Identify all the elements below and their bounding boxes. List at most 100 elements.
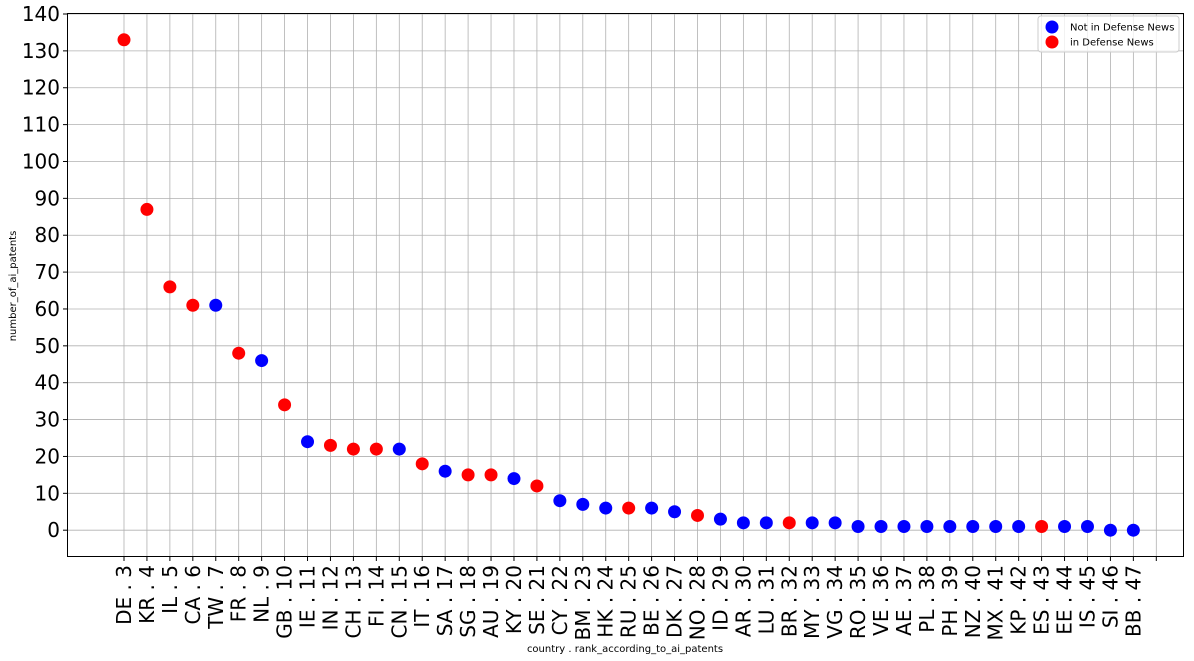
x-tick-label: PH . 39 — [938, 565, 962, 637]
x-tick-label: IS . 45 — [1075, 565, 1099, 628]
x-tick-label: CN . 15 — [387, 565, 411, 638]
x-tick-label: NO . 28 — [686, 565, 710, 640]
data-point — [530, 479, 544, 493]
data-point — [438, 464, 452, 478]
x-tick-label: TW . 7 — [204, 565, 228, 630]
x-tick-label: NZ . 40 — [961, 565, 985, 638]
x-tick-label: SI . 46 — [1098, 565, 1122, 628]
x-tick-label: VE . 36 — [869, 565, 893, 636]
x-tick-label: KP . 42 — [1007, 565, 1031, 635]
x-tick-label: PL . 38 — [915, 565, 939, 633]
data-point — [278, 398, 292, 412]
data-point — [209, 298, 223, 312]
data-point — [1012, 520, 1026, 534]
data-point — [576, 497, 590, 511]
data-point — [186, 298, 200, 312]
y-tick-label: 140 — [22, 2, 60, 26]
x-tick-label: BB . 47 — [1121, 565, 1145, 637]
data-point — [782, 516, 796, 530]
plot-frame — [67, 13, 1184, 557]
x-tick-label: IL . 5 — [158, 565, 182, 614]
data-point — [805, 516, 819, 530]
data-point — [920, 520, 934, 534]
data-point — [392, 442, 406, 456]
data-point — [1126, 523, 1140, 537]
x-tick-label: ID . 29 — [708, 565, 732, 631]
x-tick-label: MX . 41 — [984, 565, 1008, 640]
legend-label-not-in-defense-news: Not in Defense News — [1070, 23, 1174, 34]
x-tick-labels: DE . 3KR . 4IL . 5CA . 6TW . 7FR . 8NL .… — [112, 556, 1157, 641]
x-tick-label: EE . 44 — [1053, 565, 1077, 635]
data-point — [1058, 520, 1072, 534]
data-point — [1080, 520, 1094, 534]
data-point — [140, 202, 154, 216]
x-tick-label: BR . 32 — [777, 565, 801, 637]
y-tick-label: 100 — [22, 149, 60, 173]
x-tick-label: AE . 37 — [892, 565, 916, 636]
x-tick-label: LU . 31 — [754, 565, 778, 634]
data-point — [736, 516, 750, 530]
y-tick-label: 70 — [35, 260, 60, 284]
data-point — [232, 346, 246, 360]
y-tick-label: 0 — [47, 518, 60, 542]
data-point — [851, 520, 865, 534]
x-tick-label: SA . 17 — [433, 565, 457, 636]
y-tick-label: 60 — [35, 297, 60, 321]
x-tick-label: IE . 11 — [296, 565, 320, 628]
y-tick-label: 30 — [35, 408, 60, 432]
x-tick-label: BM . 23 — [571, 565, 595, 641]
x-tick-label: HK . 24 — [594, 565, 618, 638]
data-point — [943, 520, 957, 534]
data-point — [1103, 523, 1117, 537]
x-tick-label: RO . 35 — [846, 565, 870, 639]
x-tick-label: FI . 14 — [364, 565, 388, 627]
data-point — [369, 442, 383, 456]
data-point — [301, 435, 315, 449]
data-point — [117, 33, 131, 47]
x-tick-label: AU . 19 — [479, 565, 503, 638]
x-tick-label: SG . 18 — [456, 565, 480, 638]
y-tick-label: 120 — [22, 76, 60, 100]
x-tick-label: DE . 3 — [112, 565, 136, 625]
data-point — [622, 501, 636, 515]
data-point — [828, 516, 842, 530]
x-tick-label: RU . 25 — [617, 565, 641, 638]
data-point — [966, 520, 980, 534]
data-point — [897, 520, 911, 534]
x-tick-label: FR . 8 — [227, 565, 251, 622]
x-tick-label: CY . 22 — [548, 565, 572, 635]
data-point — [255, 354, 269, 368]
data-point — [645, 501, 659, 515]
x-tick-label: IT . 16 — [410, 565, 434, 628]
data-point — [691, 508, 704, 522]
x-tick-label: CA . 6 — [181, 565, 205, 624]
x-tick-label: GB . 10 — [273, 565, 297, 639]
grid-lines — [68, 13, 1183, 556]
data-points — [117, 33, 1140, 537]
x-tick-label: SE . 21 — [525, 565, 549, 635]
y-tick-label: 20 — [35, 444, 60, 468]
x-tick-label: VG . 34 — [823, 565, 847, 639]
x-tick-label: IN . 12 — [318, 565, 342, 630]
data-point — [484, 468, 498, 482]
x-tick-label: AR . 30 — [731, 565, 755, 637]
data-point — [323, 438, 337, 452]
x-tick-label: CH . 13 — [341, 565, 365, 639]
legend-label-in-defense-news: in Defense News — [1070, 38, 1154, 49]
data-point — [163, 280, 177, 294]
x-tick-label: KR . 4 — [135, 565, 159, 624]
x-axis-label: country . rank_according_to_ai_patents — [527, 644, 723, 655]
x-tick-label: ES . 43 — [1030, 565, 1054, 635]
data-point — [713, 512, 727, 526]
data-point — [1035, 520, 1049, 534]
y-tick-label: 90 — [35, 186, 60, 210]
x-tick-label: KY . 20 — [502, 565, 526, 634]
y-tick-label: 110 — [22, 113, 60, 137]
legend: Not in Defense News in Defense News — [1037, 15, 1180, 53]
data-point — [553, 494, 567, 508]
data-point — [874, 520, 888, 534]
x-tick-label: MY . 33 — [800, 565, 824, 639]
data-point — [507, 472, 521, 486]
x-tick-label: DK . 27 — [663, 565, 687, 638]
